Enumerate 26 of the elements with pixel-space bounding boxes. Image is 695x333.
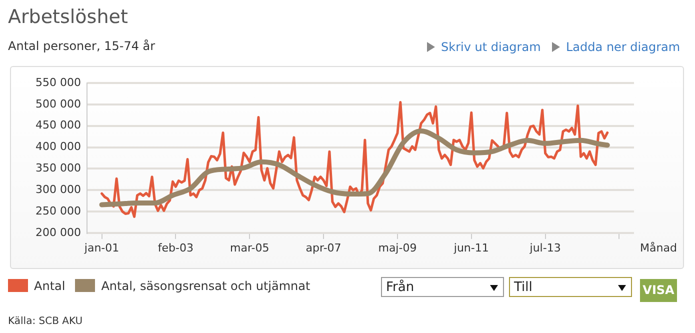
text: Källa: SCB AKU [8,316,83,327]
x-tick-label: jun-11 [452,241,489,254]
x-tick-label: apr-07 [306,241,342,254]
x-tick-label: jul-13 [528,241,561,254]
chart-title: Arbetslöshet [8,6,128,28]
y-tick-label: 500 000 [36,97,81,110]
text: Till [509,277,632,297]
x-tick-label: feb-03 [158,241,194,254]
text: VISA [640,279,677,302]
x-axis-title: Månad [640,241,677,254]
x-tick-label: jan-01 [83,241,120,254]
y-tick-label: 400 000 [36,140,81,154]
y-tick-label: 350 000 [36,162,81,175]
chart-subtitle: Antal personer, 15-74 år [8,39,156,53]
y-tick-label: 450 000 [36,118,81,132]
y-tick-label: 250 000 [36,204,81,218]
y-tick-label: 550 000 [36,76,81,89]
y-tick-label: 300 000 [36,183,81,196]
x-tick-label: maj-09 [378,241,417,254]
text: Från [381,277,504,297]
legend-label: Antal, säsongsrensat och utjämnat [101,279,310,293]
x-tick-label: mar-05 [230,241,270,254]
legend-label: Antal [34,279,66,293]
text: Skriv ut diagram [441,40,541,54]
text: Ladda ner diagram [566,40,680,54]
y-tick-label: 200 000 [36,226,81,239]
